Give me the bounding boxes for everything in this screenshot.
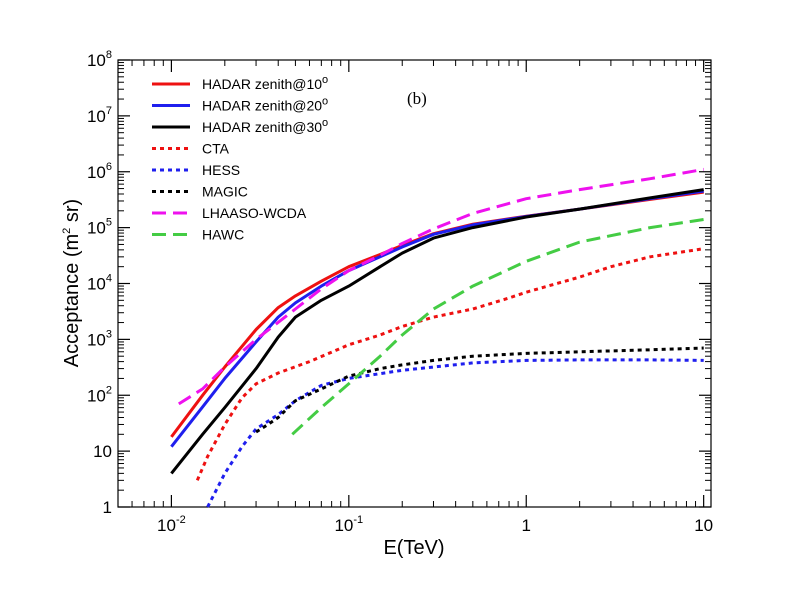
- y-tick-base: 1: [103, 498, 112, 517]
- legend-entry-0: HADAR zenith@10o: [202, 74, 328, 92]
- y-axis-label-main: Acceptance (m: [61, 234, 83, 367]
- x-axis-label: E(TeV): [383, 537, 444, 559]
- legend-entry-name: HESS: [202, 162, 240, 178]
- legend-entry-name: HADAR zenith@30: [202, 119, 322, 135]
- legend-entry-sup: o: [322, 117, 328, 129]
- y-tick-base: 10: [93, 442, 112, 461]
- legend-entry-3: CTA: [202, 141, 230, 157]
- y-tick-label: 105: [87, 217, 112, 238]
- legend-entry-name: LHAASO-WCDA: [202, 205, 307, 221]
- y-tick-label: 10: [93, 442, 112, 461]
- legend-entry-5: MAGIC: [202, 184, 248, 200]
- y-tick-base: 10: [87, 51, 106, 70]
- legend-entry-6: LHAASO-WCDA: [202, 205, 307, 221]
- x-tick-label: 1: [522, 516, 531, 535]
- y-tick-exp: 5: [106, 217, 112, 229]
- series-line-1: [170, 189, 704, 448]
- y-axis-label-tail: sr): [61, 199, 83, 228]
- y-tick-base: 10: [87, 330, 106, 349]
- y-axis-label: Acceptance (m2 sr): [61, 199, 83, 367]
- series-line-7: [291, 218, 704, 436]
- x-tick-base: 10: [694, 516, 713, 535]
- series-line-2: [170, 188, 704, 475]
- legend-entry-4: HESS: [202, 162, 240, 178]
- x-tick-exp: -1: [353, 514, 363, 526]
- legend-entry-1: HADAR zenith@20o: [202, 96, 328, 114]
- y-tick-exp: 8: [106, 49, 112, 61]
- y-tick-base: 10: [87, 163, 106, 182]
- y-tick-base: 10: [87, 386, 106, 405]
- x-tick-label: 10-2: [157, 514, 186, 535]
- legend-entry-name: MAGIC: [202, 184, 248, 200]
- x-tick-base: 10: [334, 516, 353, 535]
- x-tick-label: 10-1: [334, 514, 363, 535]
- legend-entry-7: HAWC: [202, 227, 244, 243]
- x-tick-base: 10: [157, 516, 176, 535]
- y-tick-label: 104: [87, 273, 112, 294]
- legend-entry-name: HAWC: [202, 227, 244, 243]
- legend-entry-sup: o: [322, 74, 328, 86]
- x-tick-exp: -2: [176, 514, 186, 526]
- y-tick-exp: 2: [106, 384, 112, 396]
- y-tick-label: 106: [87, 161, 112, 182]
- y-tick-label: 103: [87, 328, 112, 349]
- y-tick-label: 1: [103, 498, 112, 517]
- series-line-3: [195, 247, 704, 481]
- legend-entry-2: HADAR zenith@30o: [202, 117, 328, 135]
- legend-entry-sup: o: [322, 96, 328, 108]
- major-ticks: [118, 59, 711, 508]
- legend-entry-name: HADAR zenith@10: [202, 76, 322, 92]
- legend-entry-name: HADAR zenith@20: [202, 98, 322, 114]
- y-tick-label: 102: [87, 384, 112, 405]
- y-tick-base: 10: [87, 275, 106, 294]
- annotation-label: (b): [407, 89, 427, 108]
- series-line-0: [170, 190, 704, 438]
- series-line-5: [255, 346, 704, 434]
- series-line-6: [178, 167, 704, 406]
- series-layer: [170, 167, 704, 508]
- x-tick-label: 10: [694, 516, 713, 535]
- y-axis-label-sup: 2: [61, 228, 73, 234]
- y-tick-label: 107: [87, 105, 112, 126]
- y-tick-base: 10: [87, 107, 106, 126]
- x-tick-base: 1: [522, 516, 531, 535]
- y-tick-exp: 7: [106, 105, 112, 117]
- y-tick-exp: 6: [106, 161, 112, 173]
- y-tick-exp: 3: [106, 328, 112, 340]
- series-line-4: [206, 358, 704, 508]
- y-tick-exp: 4: [106, 273, 112, 285]
- y-tick-base: 10: [87, 219, 106, 238]
- y-tick-label: 108: [87, 49, 112, 70]
- minor-ticks: [118, 60, 711, 507]
- legend-entry-name: CTA: [202, 141, 230, 157]
